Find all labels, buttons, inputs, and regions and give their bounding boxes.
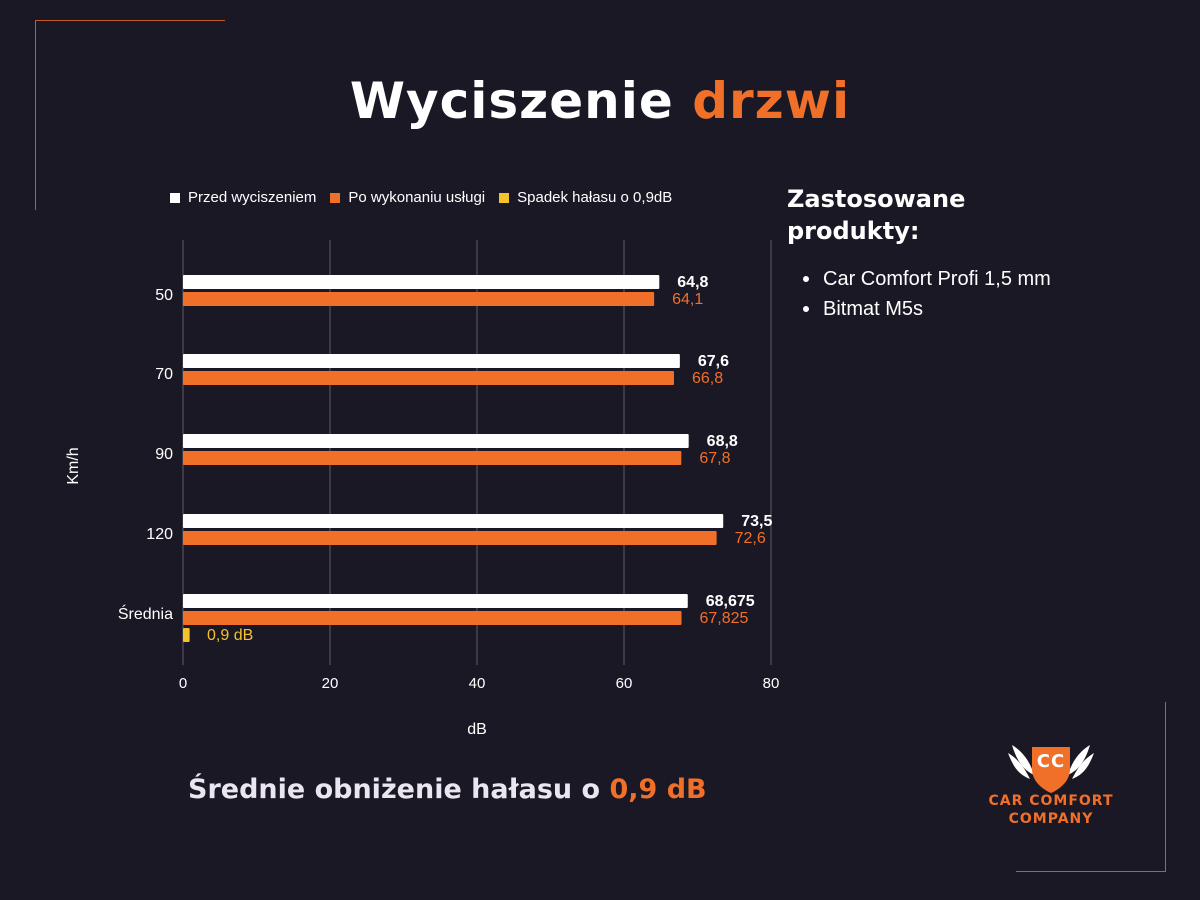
- data-label: 73,5: [741, 513, 772, 530]
- legend-label-after: Po wykonaniu usługi: [348, 189, 486, 206]
- y-axis-label: Km/h: [65, 447, 82, 484]
- legend-item-drop: Spadek hałasu o 0,9dB: [499, 189, 672, 206]
- data-label: 64,8: [677, 274, 708, 291]
- frame-corner-bottom-right-h: [1016, 871, 1166, 872]
- x-tick-label: 80: [763, 675, 780, 692]
- products-heading: Zastosowane produkty:: [787, 183, 1087, 247]
- x-axis-label: dB: [467, 721, 487, 738]
- data-label: 68,8: [707, 433, 738, 450]
- summary-text: Średnie obniżenie hałasu o 0,9 dB: [188, 774, 707, 805]
- bar-drop: [183, 628, 190, 642]
- bar-before: [183, 354, 680, 368]
- title-part1: Wyciszenie: [349, 72, 674, 130]
- y-tick-label: 120: [146, 526, 173, 543]
- x-tick-label: 20: [322, 675, 339, 692]
- bar-before: [183, 434, 689, 448]
- x-tick-label: 60: [616, 675, 633, 692]
- legend-label-before: Przed wyciszeniem: [188, 189, 317, 206]
- bar-after: [183, 451, 682, 465]
- data-label: 67,8: [699, 450, 730, 467]
- x-tick-label: 0: [179, 675, 187, 692]
- summary-label: Średnie obniżenie hałasu o: [188, 774, 601, 805]
- y-tick-label: 90: [155, 446, 173, 463]
- chart-legend: Przed wyciszeniem Po wykonaniu usługi Sp…: [170, 189, 672, 206]
- bar-after: [183, 292, 655, 306]
- product-item: Car Comfort Profi 1,5 mm: [803, 264, 1051, 294]
- frame-corner-top-left-h: [35, 20, 225, 21]
- frame-corner-bottom-right: [1165, 702, 1166, 872]
- legend-swatch-drop: [499, 192, 510, 203]
- bar-after: [183, 531, 717, 545]
- data-label: 67,6: [698, 353, 729, 370]
- data-label: 0,9 dB: [207, 627, 253, 644]
- bar-after: [183, 371, 674, 385]
- products-heading-line1: Zastosowane: [787, 185, 966, 213]
- logo-line2: COMPANY: [1008, 811, 1094, 827]
- legend-swatch-after: [330, 192, 341, 203]
- legend-item-before: Przed wyciszeniem: [170, 189, 316, 206]
- logo-initials: CC: [1036, 751, 1066, 772]
- summary-value: 0,9 dB: [609, 774, 707, 805]
- y-tick-label: 50: [155, 287, 173, 304]
- legend-label-drop: Spadek hałasu o 0,9dB: [517, 189, 673, 206]
- data-label: 67,825: [700, 610, 749, 627]
- y-tick-label: 70: [155, 366, 173, 383]
- data-label: 72,6: [735, 530, 766, 547]
- product-item: Bitmat M5s: [803, 294, 1051, 324]
- legend-swatch-before: [170, 192, 180, 203]
- logo-line1: CAR COMFORT: [988, 793, 1114, 809]
- bar-after: [183, 611, 682, 625]
- products-heading-line2: produkty:: [787, 217, 920, 245]
- x-tick-label: 40: [469, 675, 486, 692]
- bar-before: [183, 594, 688, 608]
- company-logo: CC CAR COMFORT COMPANY: [970, 735, 1132, 835]
- page-title: Wyciszenie drzwi: [0, 72, 1200, 130]
- y-tick-label: Średnia: [118, 604, 173, 623]
- legend-item-after: Po wykonaniu usługi: [330, 189, 485, 206]
- frame-corner-top-left: [35, 20, 36, 210]
- bar-before: [183, 275, 660, 289]
- products-list: Car Comfort Profi 1,5 mm Bitmat M5s: [803, 264, 1051, 324]
- data-label: 68,675: [706, 593, 755, 610]
- data-label: 64,1: [672, 291, 703, 308]
- data-label: 66,8: [692, 370, 723, 387]
- logo-wings-icon: [1008, 745, 1094, 793]
- title-part2: drzwi: [692, 72, 851, 130]
- bar-before: [183, 514, 724, 528]
